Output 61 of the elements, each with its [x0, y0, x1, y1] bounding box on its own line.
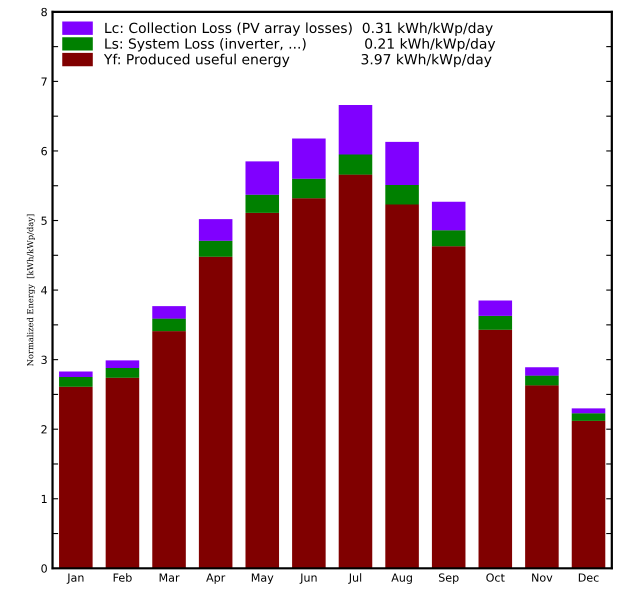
y-tick-label: 6 — [41, 146, 47, 156]
bar — [106, 360, 140, 368]
bar — [198, 219, 232, 241]
y-tick-label: 3 — [41, 356, 47, 364]
bar — [385, 185, 419, 205]
x-tick-label: Sep — [438, 573, 459, 584]
bar — [478, 300, 512, 316]
bar — [572, 413, 606, 421]
y-tick-label: 1 — [42, 494, 47, 503]
bar — [572, 408, 606, 414]
y-tick-label: 5 — [41, 216, 47, 225]
bar — [385, 204, 419, 568]
bar — [106, 378, 140, 568]
bar — [292, 178, 326, 198]
bar — [478, 316, 512, 330]
bar — [245, 161, 280, 195]
bar — [572, 420, 606, 568]
y-tick-label: 8 — [41, 8, 47, 16]
x-tick-label: May — [252, 574, 274, 584]
y-axis-title: Normalized Energy [kWh/kWp/day] — [26, 214, 36, 366]
x-tick-label: Jun — [300, 574, 317, 584]
x-tick-label: Feb — [114, 573, 132, 582]
bar — [478, 330, 512, 568]
x-tick-label: Mar — [160, 574, 180, 582]
bar — [152, 331, 186, 568]
bar — [525, 376, 559, 386]
bar — [59, 371, 93, 378]
bar — [432, 230, 466, 246]
bar — [432, 246, 466, 568]
bar — [338, 154, 372, 175]
bar — [525, 367, 559, 376]
bar — [292, 138, 326, 179]
x-tick-label: Oct — [486, 573, 505, 582]
legend-label: Ls: System Loss (inverter, ...) 0.21 kWh/kWp/day — [105, 38, 496, 52]
bar — [59, 386, 93, 568]
bar — [525, 385, 559, 568]
legend-label: Yf: Produced useful energy 3.97 kWh/kWp/day — [104, 54, 492, 68]
bar — [106, 368, 140, 378]
bar — [292, 198, 326, 568]
bar — [198, 240, 232, 257]
x-tick-label: Dec — [578, 574, 599, 582]
bar — [338, 174, 372, 568]
x-tick-label: Apr — [206, 574, 226, 584]
bar — [245, 212, 280, 568]
y-tick-label: 7 — [42, 78, 47, 86]
x-tick-label: Jul — [348, 573, 362, 584]
bar — [152, 318, 186, 332]
bar — [59, 377, 93, 387]
bar — [385, 142, 419, 186]
x-tick-label: Jan — [66, 574, 84, 584]
x-tick-label: Nov — [532, 574, 552, 582]
bar — [338, 105, 372, 154]
x-tick-label: Aug — [391, 574, 412, 584]
bar — [152, 306, 186, 319]
y-tick-label: 2 — [41, 425, 47, 434]
y-tick-label: 0 — [41, 564, 47, 573]
bar — [198, 256, 232, 568]
bar — [245, 194, 280, 213]
legend-label: Lc: Collection Loss (PV array losses) 0.31 kWh/kWp/day — [105, 22, 493, 36]
bar — [432, 202, 466, 230]
y-tick-label: 4 — [41, 286, 48, 294]
